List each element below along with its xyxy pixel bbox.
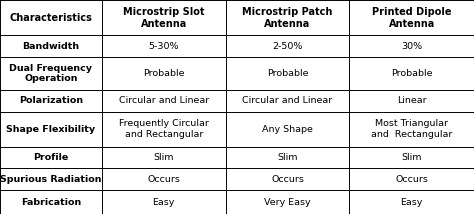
Text: Profile: Profile	[33, 153, 69, 162]
Text: Occurs: Occurs	[147, 175, 180, 184]
Text: Circular and Linear: Circular and Linear	[118, 96, 209, 105]
Text: Spurious Radiation: Spurious Radiation	[0, 175, 102, 184]
Text: Slim: Slim	[401, 153, 422, 162]
Text: Probable: Probable	[143, 69, 184, 78]
Text: Easy: Easy	[153, 198, 175, 207]
Text: Fabrication: Fabrication	[21, 198, 81, 207]
Text: Easy: Easy	[401, 198, 423, 207]
Text: Polarization: Polarization	[19, 96, 83, 105]
Text: Slim: Slim	[154, 153, 174, 162]
Text: Probable: Probable	[391, 69, 432, 78]
Text: 2-50%: 2-50%	[272, 42, 303, 51]
Text: Microstrip Slot
Antenna: Microstrip Slot Antenna	[123, 7, 204, 29]
Text: Any Shape: Any Shape	[262, 125, 313, 134]
Text: 5-30%: 5-30%	[148, 42, 179, 51]
Text: Occurs: Occurs	[271, 175, 304, 184]
Text: Shape Flexibility: Shape Flexibility	[6, 125, 96, 134]
Text: Very Easy: Very Easy	[264, 198, 311, 207]
Text: Printed Dipole
Antenna: Printed Dipole Antenna	[372, 7, 451, 29]
Text: 30%: 30%	[401, 42, 422, 51]
Text: Slim: Slim	[277, 153, 298, 162]
Text: Circular and Linear: Circular and Linear	[242, 96, 333, 105]
Text: Frequently Circular
and Rectangular: Frequently Circular and Rectangular	[119, 119, 209, 139]
Text: Microstrip Patch
Antenna: Microstrip Patch Antenna	[242, 7, 333, 29]
Text: Linear: Linear	[397, 96, 427, 105]
Text: Probable: Probable	[267, 69, 308, 78]
Text: Characteristics: Characteristics	[9, 13, 92, 23]
Text: Dual Frequency
Operation: Dual Frequency Operation	[9, 64, 92, 83]
Text: Most Triangular
and  Rectangular: Most Triangular and Rectangular	[371, 119, 452, 139]
Text: Bandwidth: Bandwidth	[22, 42, 80, 51]
Text: Occurs: Occurs	[395, 175, 428, 184]
